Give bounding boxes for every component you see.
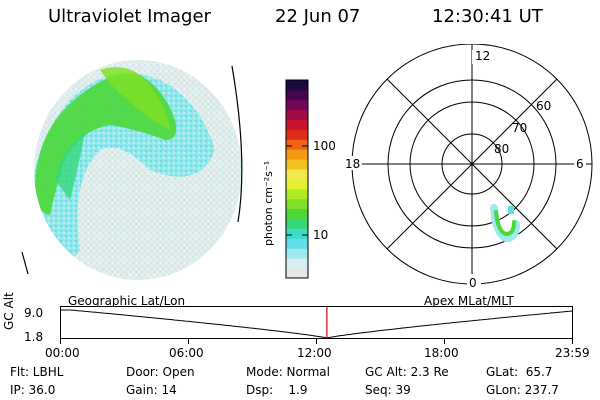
polar-ring-label-60: 60 <box>536 99 551 113</box>
date-label: 22 Jun 07 <box>275 6 361 27</box>
colorbar-cell <box>286 208 308 219</box>
info-dsp: Dsp: 1.9 <box>246 383 308 397</box>
colorbar-cell <box>286 258 308 269</box>
altitude-curve <box>60 309 573 339</box>
colorbar-cell <box>286 89 308 101</box>
apex-label: Apex MLat/MLT <box>424 294 514 308</box>
time-label: 12:30:41 UT <box>432 6 543 27</box>
colorbar-label: photon cm⁻²s⁻¹ <box>262 161 275 246</box>
colorbar-cell <box>286 119 308 130</box>
colorbar-cell <box>286 169 308 180</box>
tick-1200: 12:00 <box>297 346 332 360</box>
timeline-plot <box>60 306 573 344</box>
colorbar-cell <box>286 268 308 279</box>
limb-arc-right <box>231 65 243 223</box>
polar-label-right: 6 <box>576 157 584 171</box>
auroral-image <box>21 60 243 280</box>
timeline-y-bottom: 1.8 <box>24 330 44 344</box>
polar-ring-label-70: 70 <box>512 121 527 135</box>
info-filter: Flt: LBHL <box>10 365 64 379</box>
earth-disk <box>34 60 242 280</box>
colorbar-cell <box>286 80 308 91</box>
info-door: Door: Open <box>126 365 195 379</box>
colorbar-cell <box>286 188 308 200</box>
info-gcalt: GC Alt: 2.3 Re <box>365 365 449 379</box>
info-glon: GLon: 237.7 <box>486 383 559 397</box>
geographic-label: Geographic Lat/Lon <box>68 294 186 308</box>
timeline-y-top: 9.0 <box>24 306 44 320</box>
info-gain: Gain: 14 <box>126 383 177 397</box>
tick-0000: 00:00 <box>45 346 80 360</box>
colorbar-cell <box>286 159 308 170</box>
colorbar-cell <box>286 129 308 140</box>
timeline-frame <box>60 306 573 339</box>
polar-diag-2 <box>386 78 558 250</box>
colorbar-cell <box>286 218 308 229</box>
info-glat: GLat: 65.7 <box>486 365 553 379</box>
polar-label-bottom: 0 <box>469 276 477 290</box>
limb-arc-left <box>21 251 29 275</box>
polar-label-top: 12 <box>475 49 490 63</box>
colorbar-cell <box>286 99 308 111</box>
colorbar-tick-100: 100 <box>313 139 336 153</box>
colorbar-cell <box>286 139 308 150</box>
colorbar-cell <box>286 248 308 259</box>
colorbar-cell <box>286 179 308 190</box>
info-seq: Seq: 39 <box>365 383 411 397</box>
app-title: Ultraviolet Imager <box>48 6 211 27</box>
colorbar-cell <box>286 149 308 160</box>
info-mode: Mode: Normal <box>246 365 330 379</box>
colorbar-tick-10: 10 <box>313 228 329 242</box>
polar-plot: 12 0 18 6 60 70 80 <box>344 44 593 290</box>
timeline-ylabel: GC Alt <box>2 292 16 330</box>
colorbar-cell <box>286 238 308 249</box>
tick-1800: 18:00 <box>424 346 459 360</box>
info-ip: IP: 36.0 <box>10 383 56 397</box>
polar-label-left: 18 <box>345 157 360 171</box>
tick-0600: 06:00 <box>169 346 204 360</box>
aurora-blob <box>490 204 520 243</box>
colorbar-cell <box>286 228 308 239</box>
polar-ring-label-80: 80 <box>494 142 509 156</box>
colorbar-cell <box>286 109 308 120</box>
tick-2359: 23:59 <box>555 346 590 360</box>
colorbar-cell <box>286 198 308 210</box>
colorbar: photon cm⁻²s⁻¹ <box>262 79 309 279</box>
